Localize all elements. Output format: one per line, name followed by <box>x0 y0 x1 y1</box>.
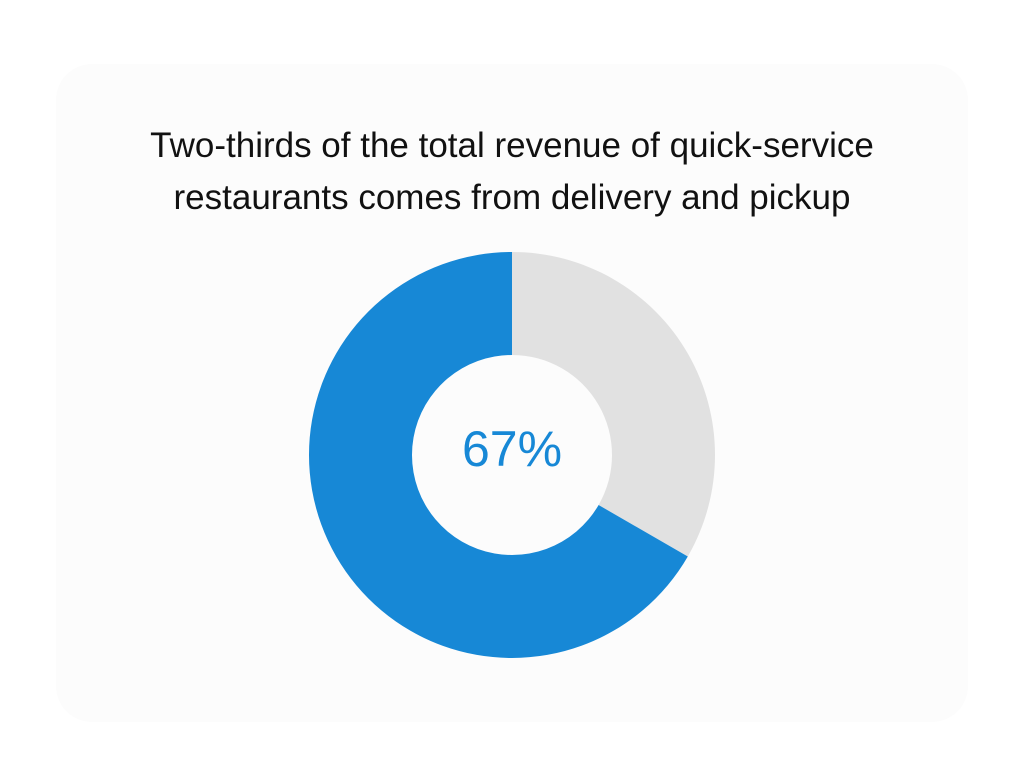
center-percentage: 67% <box>461 421 563 477</box>
chart-title: Two-thirds of the total revenue of quick… <box>150 126 874 217</box>
slice-other <box>512 252 715 557</box>
slice-delivery-pickup <box>308 251 688 658</box>
